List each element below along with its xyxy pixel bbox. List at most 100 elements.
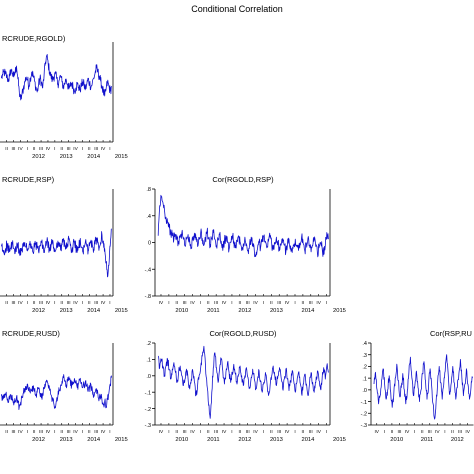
quarter-label: IV xyxy=(405,429,410,435)
y-tick-label: .0 xyxy=(362,388,367,394)
quarter-label: IV xyxy=(159,429,164,435)
quarter-label: IV xyxy=(46,146,51,152)
chart-crude-sp: RCRUDE,RSP)II III IV I II III IV I II III IV I II III… xyxy=(0,175,128,314)
year-label: 2012 xyxy=(238,437,251,443)
chart-gold-sp: Cor(RGOLD,RSP).8.40-.4-.8IV I II III IV I II II… xyxy=(145,175,346,314)
quarter-label: III xyxy=(12,429,16,435)
y-tick-label: -.2 xyxy=(361,411,367,417)
quarter-label: IV xyxy=(374,429,379,435)
quarter-label: III xyxy=(39,146,43,152)
quarter-label: II xyxy=(88,429,91,435)
quarter-label: III xyxy=(309,300,313,306)
quarter-label: I xyxy=(168,300,169,306)
y-tick-label: -.3 xyxy=(361,423,367,429)
quarter-label: III xyxy=(428,429,432,435)
series-line-crude-gold xyxy=(1,54,112,101)
quarter-label: I xyxy=(294,429,295,435)
quarter-label: II xyxy=(302,429,305,435)
quarter-label: IV xyxy=(46,300,51,306)
year-label: 2012 xyxy=(32,437,45,443)
year-label: 2012 xyxy=(451,437,464,443)
quarter-label: II xyxy=(238,300,241,306)
year-label: 2014 xyxy=(87,437,101,443)
year-label: 2011 xyxy=(421,437,433,443)
quarter-label: II xyxy=(421,429,424,435)
quarter-label: I xyxy=(200,300,201,306)
quarter-label: II xyxy=(33,300,36,306)
chart-title: RCRUDE,RGOLD) xyxy=(2,34,66,43)
year-label: 2013 xyxy=(60,437,73,443)
quarter-label: II xyxy=(302,300,305,306)
year-label: 2014 xyxy=(87,154,101,160)
quarter-label: III xyxy=(12,146,16,152)
y-tick-label: .2 xyxy=(362,365,367,371)
quarter-label: IV xyxy=(435,429,440,435)
quarter-label: III xyxy=(458,429,462,435)
year-label: 2014 xyxy=(87,308,101,314)
year-label: 2015 xyxy=(333,308,346,314)
quarter-label: IV xyxy=(18,146,23,152)
year-label: 2012 xyxy=(32,154,45,160)
year-label: 2015 xyxy=(115,154,128,160)
year-label: 2013 xyxy=(270,308,283,314)
quarter-label: I xyxy=(326,429,327,435)
quarter-label: I xyxy=(54,300,55,306)
quarter-label: IV xyxy=(316,300,321,306)
quarter-label: I xyxy=(414,429,415,435)
quarter-label: III xyxy=(246,300,250,306)
chart-crude-gold: RCRUDE,RGOLD)II III IV I II III IV I II III IV I II I… xyxy=(0,34,128,160)
quarter-label: II xyxy=(5,300,8,306)
year-label: 2011 xyxy=(207,437,219,443)
y-tick-label: .3 xyxy=(362,353,367,359)
chart-title: Cor(RSP,RU xyxy=(430,329,472,338)
year-label: 2014 xyxy=(301,308,315,314)
chart-crude-usd: RCRUDE,RUSD)II III IV I II III IV I II III IV I II II… xyxy=(0,329,128,443)
y-tick-label: .2 xyxy=(146,341,151,347)
quarter-label: IV xyxy=(285,300,290,306)
quarter-label: IV xyxy=(222,429,227,435)
quarter-label: I xyxy=(384,429,385,435)
series-line-crude-sp xyxy=(1,228,112,278)
y-tick-label: .4 xyxy=(146,214,151,220)
quarter-label: I xyxy=(109,146,110,152)
quarter-label: II xyxy=(207,429,210,435)
year-label: 2010 xyxy=(175,308,188,314)
quarter-label: II xyxy=(270,300,273,306)
y-tick-label: -.3 xyxy=(145,423,151,429)
chart-title: Cor(RGOLD,RUSD) xyxy=(209,329,277,338)
quarter-label: IV xyxy=(465,429,470,435)
quarter-label: IV xyxy=(101,300,106,306)
quarter-label: II xyxy=(33,429,36,435)
quarter-label: I xyxy=(54,146,55,152)
quarter-label: II xyxy=(33,146,36,152)
quarter-label: I xyxy=(326,300,327,306)
quarter-label: III xyxy=(94,146,98,152)
quarter-label: I xyxy=(168,429,169,435)
quarter-label: I xyxy=(82,146,83,152)
year-label: 2013 xyxy=(270,437,283,443)
y-tick-label: 0 xyxy=(148,241,151,247)
quarter-label: III xyxy=(309,429,313,435)
quarter-label: I xyxy=(444,429,445,435)
chart-title: RCRUDE,RUSD) xyxy=(2,329,60,338)
quarter-label: II xyxy=(451,429,454,435)
quarter-label: III xyxy=(39,429,43,435)
quarter-label: IV xyxy=(73,300,78,306)
quarter-label: III xyxy=(277,429,281,435)
quarter-label: II xyxy=(207,300,210,306)
quarter-label: II xyxy=(238,429,241,435)
quarter-label: I xyxy=(82,429,83,435)
chart-title: Cor(RGOLD,RSP) xyxy=(212,175,274,184)
quarter-label: IV xyxy=(316,429,321,435)
quarter-label: III xyxy=(67,146,71,152)
y-tick-label: .0 xyxy=(146,374,151,380)
series-line-gold-sp xyxy=(157,194,329,258)
quarter-label: III xyxy=(94,429,98,435)
quarter-label: I xyxy=(200,429,201,435)
quarter-label: II xyxy=(60,146,63,152)
series-line-gold-usd xyxy=(158,345,329,419)
quarter-label: IV xyxy=(190,300,195,306)
quarter-label: III xyxy=(183,300,187,306)
quarter-label: I xyxy=(27,429,28,435)
